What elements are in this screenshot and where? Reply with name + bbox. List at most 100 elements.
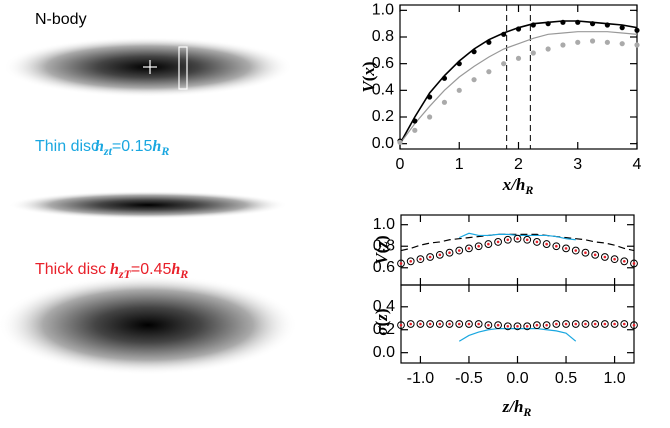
series-point <box>416 255 425 264</box>
series-point <box>397 139 403 145</box>
label-part: / <box>507 397 516 416</box>
nbody-label: N-body <box>35 11 87 28</box>
series-point <box>584 322 587 326</box>
y-axis-label: V(z) <box>372 235 391 264</box>
series-point <box>416 320 425 328</box>
series-point <box>622 322 626 326</box>
series-point <box>428 255 432 259</box>
series-point <box>516 237 519 240</box>
label-part: R <box>160 144 169 158</box>
thick-scale: hzT=0.45hR <box>110 261 188 281</box>
series-point <box>545 46 551 52</box>
series-point <box>455 246 464 255</box>
label-part: h <box>95 138 104 155</box>
series-point <box>525 238 529 242</box>
x-tick-label: 0.5 <box>555 370 577 387</box>
series-point <box>613 257 616 261</box>
x-tick-label: 4 <box>633 156 642 173</box>
series-point <box>535 323 539 327</box>
series-point <box>487 242 490 246</box>
series-point <box>419 322 422 326</box>
series-point <box>600 320 609 328</box>
series-point <box>634 42 640 48</box>
series-point <box>513 234 522 243</box>
series-point <box>542 321 551 330</box>
series-point <box>613 322 616 326</box>
series-point <box>467 322 471 326</box>
series-point <box>409 260 413 263</box>
series-point <box>581 248 590 257</box>
series-point <box>503 235 512 244</box>
x-tick-label: 2 <box>514 156 523 173</box>
series-point <box>530 22 536 28</box>
label-part: R <box>524 183 533 197</box>
series-point <box>619 25 625 31</box>
thick-label: Thick disc <box>35 261 106 278</box>
y-tick-label: 0.6 <box>373 259 395 276</box>
series-point <box>471 49 477 55</box>
series-point <box>487 323 490 327</box>
series-point <box>427 114 433 120</box>
series-point <box>630 259 638 268</box>
label-part: x <box>502 175 512 194</box>
label-part: ) <box>359 61 378 67</box>
series-point <box>589 38 596 44</box>
series-point <box>545 242 548 246</box>
series-point <box>525 324 529 328</box>
thin-label: Thin disc <box>35 138 99 155</box>
series-point <box>471 77 477 83</box>
series-point <box>552 242 561 251</box>
series-point <box>555 244 558 248</box>
series-point <box>501 31 507 37</box>
plot-frame <box>400 214 635 286</box>
series-point <box>445 320 454 328</box>
series-point <box>552 320 561 328</box>
series-point <box>533 321 541 330</box>
series-point <box>620 257 629 266</box>
y-axis-label: V(x) <box>359 61 378 92</box>
label-part: R <box>522 405 531 419</box>
y-tick-label: 0.0 <box>373 344 395 361</box>
label-part: V <box>372 252 391 265</box>
series-point <box>506 324 510 328</box>
series-point <box>516 324 519 328</box>
label-part: z <box>372 241 391 249</box>
label-part: h <box>516 175 525 194</box>
series-point <box>604 39 610 45</box>
x-axis-label: z/hR <box>502 397 532 419</box>
series-point <box>620 320 629 328</box>
series-point <box>399 323 403 327</box>
series-point <box>426 253 435 261</box>
series-point <box>571 246 580 255</box>
series-point <box>610 255 619 264</box>
y-axis-label: σ(z) <box>372 308 391 335</box>
sample-box <box>178 46 188 90</box>
y-tick-label: 0.2 <box>372 108 394 125</box>
series-point <box>494 238 502 246</box>
label-part: R <box>179 267 188 281</box>
label-part: σ <box>372 326 391 336</box>
label-part: h <box>152 138 161 155</box>
series-point <box>465 320 473 328</box>
y-tick-label: 0.4 <box>372 82 394 99</box>
series-point <box>501 61 507 67</box>
series-point <box>619 41 625 47</box>
series-point <box>397 321 405 330</box>
series-point <box>412 118 418 124</box>
series-point <box>427 94 433 100</box>
series-point <box>506 238 510 242</box>
label-part: V <box>359 80 378 93</box>
series-point <box>564 247 568 250</box>
series-point <box>441 99 448 105</box>
series-point <box>603 255 607 259</box>
series-point <box>426 320 435 328</box>
series-line <box>400 233 635 252</box>
series-point <box>535 240 539 244</box>
x-tick-label: -0.5 <box>455 370 483 387</box>
series-point <box>574 249 578 252</box>
series-point <box>562 244 570 253</box>
series-point <box>441 75 448 81</box>
label-part: x <box>359 67 378 77</box>
series-point <box>571 320 580 328</box>
